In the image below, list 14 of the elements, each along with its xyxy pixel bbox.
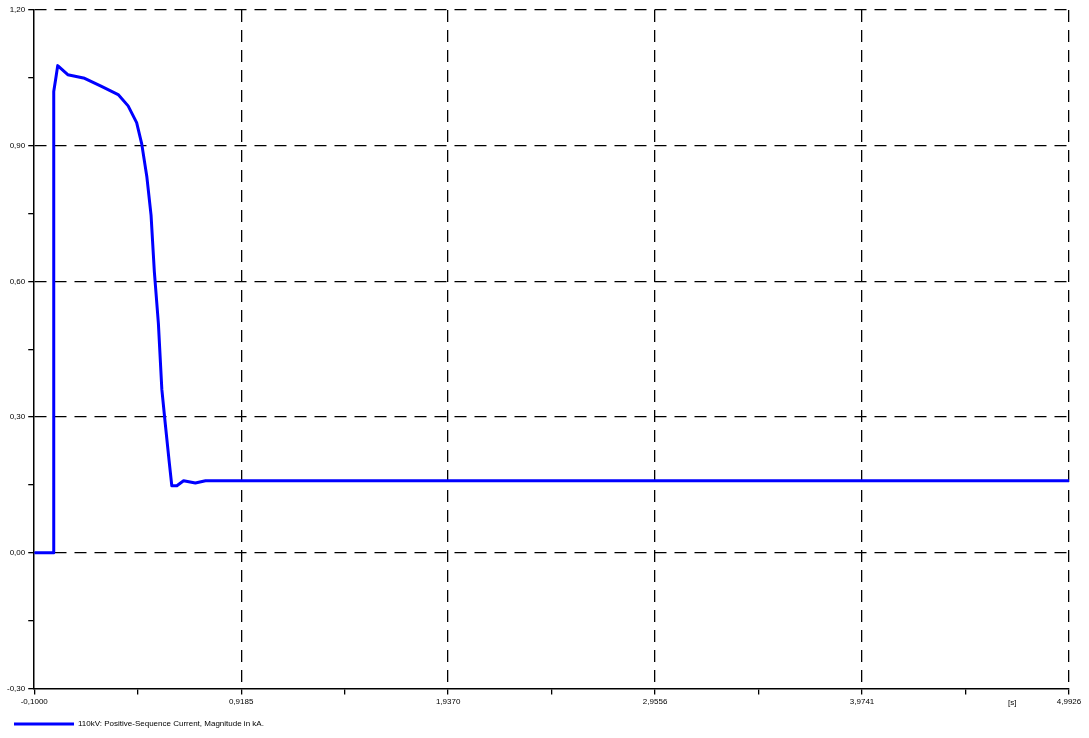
- x-tick-label: 3,9741: [849, 697, 875, 707]
- y-tick-label: -0,30: [7, 683, 26, 693]
- x-tick-label: 0,9185: [228, 697, 254, 707]
- y-tick-label: 0,30: [9, 412, 26, 422]
- x-axis-title: [s]: [1008, 697, 1017, 707]
- x-tick-label: 1,9370: [435, 697, 461, 707]
- x-tick-label: -0,1000: [20, 697, 49, 707]
- x-tick-label: 2,9556: [642, 697, 668, 707]
- text: 110kV: Positive-Sequence Current, Magnitude in kA.: [78, 719, 264, 729]
- y-tick-label: 1,20: [9, 5, 26, 15]
- y-tick-label: 0,90: [9, 140, 26, 150]
- y-tick-label: 0,00: [9, 547, 26, 557]
- x-tick-label: 4,9926: [1056, 697, 1082, 707]
- y-tick-label: 0,60: [9, 276, 26, 286]
